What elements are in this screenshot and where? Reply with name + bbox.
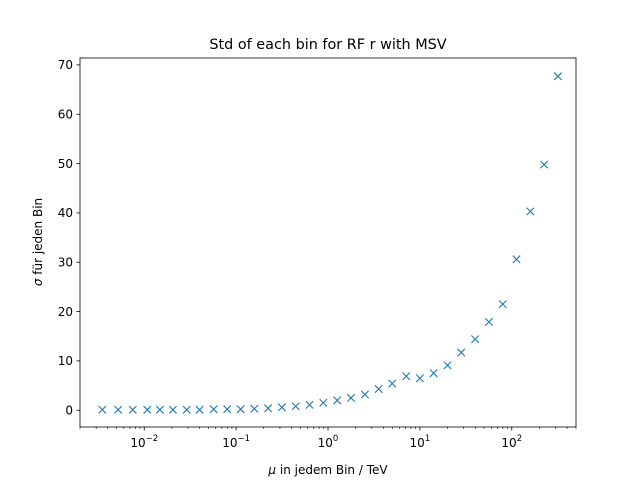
- data-point: [291, 402, 300, 411]
- data-markers: [98, 72, 563, 414]
- y-tick-label: 70: [58, 58, 73, 72]
- data-point: [415, 374, 424, 383]
- data-point: [168, 405, 177, 414]
- data-point: [346, 393, 356, 402]
- y-tick-label: 10: [58, 354, 73, 368]
- x-tick-label-base: 10: [222, 436, 237, 450]
- data-point: [277, 403, 286, 412]
- x-axis-label-symbol: μ: [267, 463, 276, 477]
- data-point: [553, 72, 563, 81]
- chart-title: Std of each bin for RF r with MSV: [209, 37, 446, 53]
- data-point: [429, 369, 438, 378]
- y-tick-label: 30: [58, 256, 73, 270]
- data-point: [143, 405, 152, 414]
- data-point: [155, 405, 164, 414]
- x-tick-label-base: 10: [130, 436, 145, 450]
- data-point: [319, 398, 328, 407]
- data-point: [402, 372, 411, 381]
- data-point: [250, 404, 259, 413]
- x-tick-label-exponent: 2: [517, 434, 522, 444]
- data-point: [128, 405, 137, 414]
- data-point: [374, 384, 383, 394]
- x-tick-label: 100: [318, 434, 339, 450]
- y-axis-label-text: für jeden Bin: [31, 198, 45, 279]
- data-point: [360, 390, 369, 399]
- data-point: [114, 405, 123, 414]
- data-point: [333, 396, 342, 405]
- x-tick-label-exponent: 0: [333, 434, 338, 444]
- data-point: [305, 400, 314, 409]
- x-tick-label: 101: [410, 434, 431, 450]
- data-point: [484, 317, 494, 327]
- y-tick-label: 50: [58, 157, 73, 171]
- plot-frame: [79, 57, 577, 428]
- x-tick-label: 10−2: [130, 434, 158, 450]
- x-tick-label-base: 10: [318, 436, 333, 450]
- data-point: [264, 404, 273, 413]
- x-tick-label-exponent: 1: [425, 434, 430, 444]
- data-point: [182, 405, 191, 414]
- data-point: [223, 405, 232, 414]
- data-point: [457, 348, 466, 357]
- data-point: [540, 160, 549, 169]
- data-point: [498, 300, 507, 309]
- y-axis-ticks: 0 10 20 30 40 50 60 70: [58, 58, 80, 418]
- x-axis-ticks: 10−2 10−1 100 101 102: [79, 427, 577, 450]
- data-point: [512, 255, 521, 264]
- y-axis-label-symbol: σ: [31, 278, 45, 286]
- x-tick-label-exponent: −2: [146, 434, 159, 444]
- data-point: [526, 207, 535, 216]
- data-point: [195, 405, 204, 414]
- data-point: [209, 405, 218, 414]
- data-point: [388, 379, 397, 388]
- y-tick-label: 40: [58, 206, 73, 220]
- y-axis-label: σ für jeden Bin: [31, 198, 45, 286]
- y-tick-label: 60: [58, 108, 73, 122]
- data-point: [98, 405, 107, 414]
- data-point: [471, 335, 480, 344]
- y-tick-label: 0: [65, 404, 73, 418]
- x-axis-label-text: in jedem Bin / TeV: [276, 463, 388, 477]
- data-point: [443, 361, 452, 370]
- x-tick-label-exponent: −1: [237, 434, 250, 444]
- x-axis-label: μ in jedem Bin / TeV: [267, 463, 388, 477]
- x-tick-label: 102: [501, 434, 522, 450]
- y-tick-label: 20: [58, 305, 73, 319]
- x-tick-label-base: 10: [410, 436, 425, 450]
- data-point: [236, 405, 245, 414]
- x-tick-label: 10−1: [222, 434, 250, 450]
- x-tick-label-base: 10: [501, 436, 516, 450]
